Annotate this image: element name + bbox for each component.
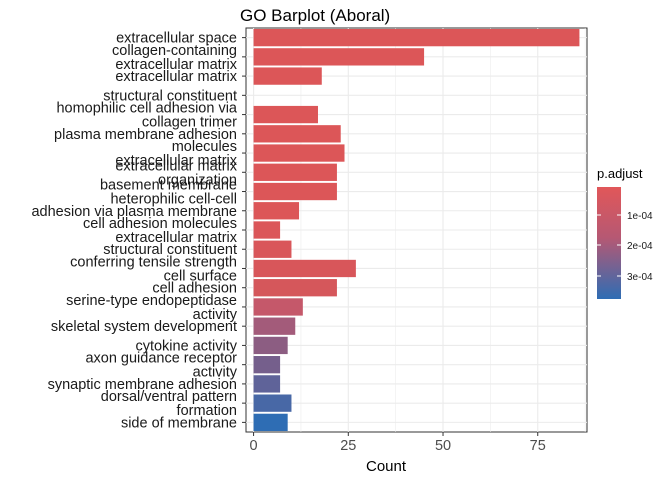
bar	[253, 259, 356, 278]
bar	[253, 221, 281, 239]
bar	[253, 182, 337, 201]
category-label: activity	[193, 365, 238, 381]
category-label: synaptic membrane adhesion	[48, 377, 237, 393]
category-label: heterophilic cell-cell	[110, 192, 237, 208]
x-tick-label: 75	[530, 438, 546, 454]
category-label: extracellular matrix	[115, 57, 237, 73]
bar	[253, 48, 425, 66]
bars-group	[253, 28, 580, 432]
x-tick-label: 0	[250, 438, 258, 454]
bar	[253, 240, 292, 258]
category-label: serine-type endopeptidase	[66, 293, 237, 309]
category-label: extracellular space	[116, 31, 237, 47]
bar	[253, 105, 318, 124]
category-label: extracellular matrix	[115, 153, 237, 169]
category-label: dorsal/ventral pattern	[101, 389, 237, 405]
category-label: adhesion via plasma membrane	[31, 204, 237, 220]
legend-tick-label: 1e-04	[627, 211, 653, 222]
category-label: molecules	[172, 139, 237, 155]
category-label: organization	[158, 172, 237, 188]
bar	[253, 413, 288, 432]
bar	[253, 375, 281, 393]
category-label: side of membrane	[121, 415, 237, 431]
category-label: formation	[177, 403, 237, 419]
category-labels: extracellular spacecollagen-containingex…	[31, 31, 246, 431]
category-label: conferring tensile strength	[70, 254, 237, 270]
bar	[253, 317, 296, 335]
bar	[253, 28, 580, 47]
category-label: extracellular matrix	[115, 230, 237, 246]
x-axis: 0 25 50 75	[250, 432, 546, 454]
x-axis-title: Count	[366, 458, 407, 475]
bar	[253, 336, 288, 355]
category-label: axon guidance receptor	[85, 351, 237, 367]
bar	[253, 67, 322, 85]
legend-title: p.adjust	[597, 166, 643, 181]
category-label: cell adhesion molecules	[83, 216, 237, 232]
bar	[253, 144, 345, 162]
category-label: cell surface	[164, 268, 237, 284]
bar	[253, 394, 292, 412]
category-label: extracellular matrix	[115, 158, 237, 174]
legend-colorbar	[597, 187, 621, 299]
category-label: collagen-containing	[112, 43, 237, 59]
legend: p.adjust 1e-04 2e-04 3e-04	[597, 166, 653, 299]
category-label: structural constituent	[103, 88, 237, 104]
chart-title: GO Barplot (Aboral)	[240, 6, 390, 25]
category-label: cell adhesion	[152, 281, 237, 297]
bar	[253, 202, 300, 220]
category-label: cytokine activity	[135, 338, 237, 354]
legend-tick-label: 3e-04	[627, 272, 653, 283]
category-label: skeletal system development	[51, 319, 237, 335]
bar	[253, 279, 337, 297]
category-label: homophilic cell adhesion via	[56, 101, 237, 117]
x-tick-label: 25	[340, 438, 356, 454]
legend-tick-label: 2e-04	[627, 241, 653, 252]
category-label: extracellular matrix	[115, 69, 237, 85]
bar	[253, 125, 341, 143]
bar	[253, 163, 337, 181]
bar	[253, 298, 303, 316]
category-label: structural constituent	[103, 242, 237, 258]
category-label: basement membrane	[100, 178, 237, 194]
category-label: plasma membrane adhesion	[54, 127, 237, 143]
x-tick-label: 50	[435, 438, 451, 454]
bar	[253, 356, 281, 374]
category-label: collagen trimer	[142, 115, 237, 131]
category-label: activity	[193, 307, 238, 323]
